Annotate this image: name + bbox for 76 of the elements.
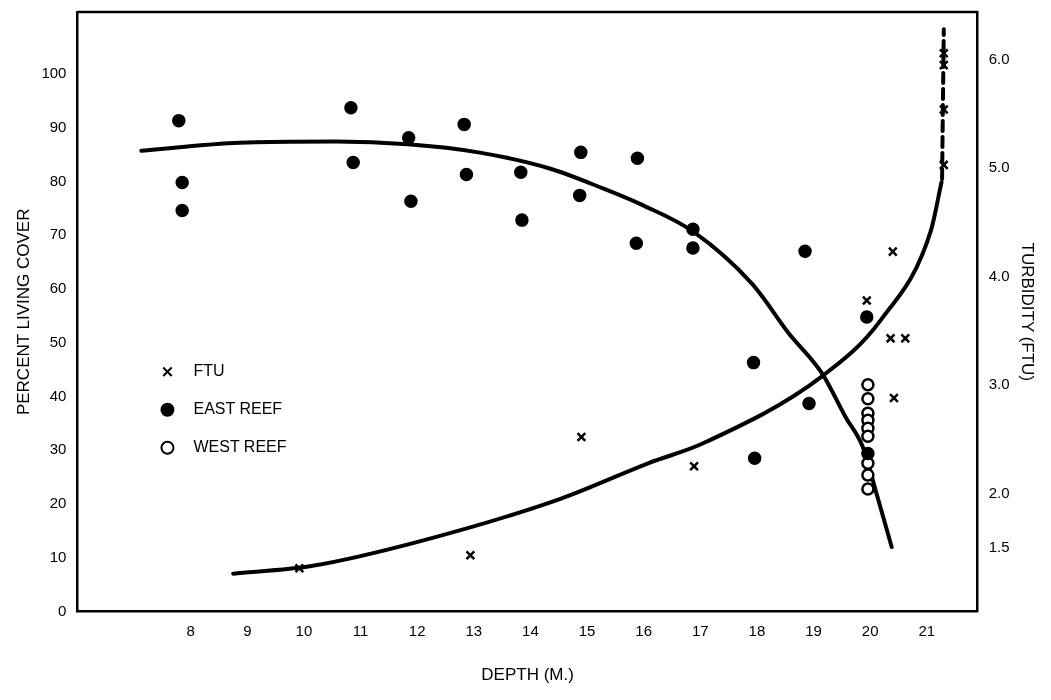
x-tick-label: 15 [578,621,596,639]
y-axis-title: PERCENT LIVING COVER [13,208,33,416]
point [574,145,588,160]
x-tick-label: 12 [408,621,426,639]
x-tick-label: 17 [691,621,709,639]
legend-label: WEST REEF [193,438,287,456]
point [294,563,305,574]
point [688,461,700,472]
y-tick-label: 10 [49,547,67,565]
x-tick-label: 18 [748,621,766,639]
point [888,392,900,404]
point [346,155,360,170]
point [686,222,700,236]
point [576,431,587,443]
y2-tick-label: 3.0 [988,375,1010,393]
x-tick-label: 16 [635,621,653,639]
point [175,175,189,190]
point [861,446,875,461]
point [938,159,949,171]
y-tick-label: 100 [41,63,67,81]
point [404,194,418,209]
y-tick-label: 70 [49,225,67,243]
point [747,451,762,466]
x-tick-label: 19 [805,621,822,639]
y-tick-label: 30 [49,440,67,458]
x-tick-label: 9 [243,621,252,639]
point [630,151,645,166]
point [861,482,875,496]
point [861,429,875,444]
legend-label: EAST REEF [193,400,283,418]
point [860,310,874,324]
y-tick-label: 0 [58,601,67,619]
x-tick-label: 14 [522,621,539,639]
point [798,244,812,259]
y-tick-label: 40 [49,386,67,404]
point [861,295,872,306]
point [465,550,476,561]
y-tick-label: 80 [49,171,67,189]
x-tick-label: 11 [352,621,369,639]
y2-tick-label: 5.0 [988,158,1010,176]
point [515,213,529,227]
x-tick-label: 8 [186,621,195,639]
y2-tick-label: 4.0 [988,266,1010,284]
point [938,104,949,115]
point [572,188,587,203]
point [861,468,875,482]
x-tick-label: 21 [918,621,936,639]
point [175,203,189,218]
point [629,236,644,250]
y2-tick-label: 1.5 [988,537,1010,555]
point [861,377,875,392]
x-tick-label: 20 [861,621,879,639]
point [344,100,358,115]
x-axis-title: DEPTH (M.) [481,665,574,685]
y-tick-label: 60 [49,279,67,297]
y2-tick-label: 6.0 [988,49,1010,67]
y2-axis-title: TURBIDITY (FTU) [1018,242,1038,382]
y-tick-label: 50 [49,332,67,350]
y-tick-label: 90 [49,117,67,135]
point [172,113,186,128]
point [887,246,898,257]
point [802,396,816,411]
point [459,167,474,182]
x-tick-label: 10 [295,621,313,639]
point [900,333,911,344]
x-tick-label: 13 [465,621,483,639]
y2-tick-label: 2.0 [988,483,1010,501]
point [401,131,416,145]
point [514,165,528,179]
y-tick-label: 20 [49,494,67,512]
point [457,117,471,132]
point [686,241,700,255]
point [861,391,875,406]
point [885,333,896,344]
legend-label: FTU [193,362,225,380]
point [746,355,761,370]
